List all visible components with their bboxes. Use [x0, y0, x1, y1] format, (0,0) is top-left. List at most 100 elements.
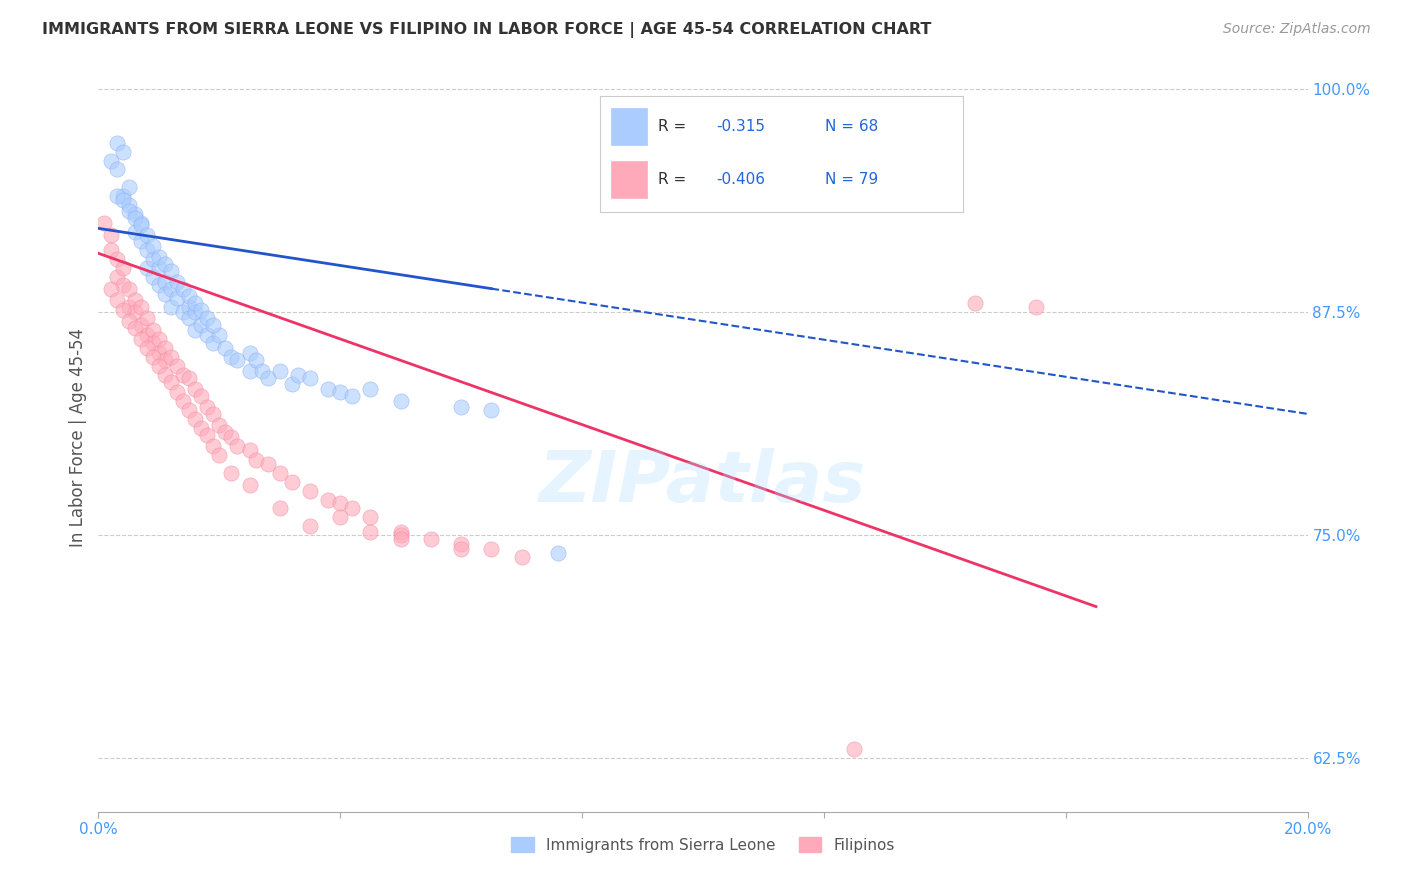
- Point: [153, 353, 176, 368]
- Point: [389, 528, 412, 542]
- Point: [179, 371, 201, 385]
- Point: [179, 289, 201, 303]
- Point: [256, 457, 278, 471]
- Point: [214, 341, 236, 355]
- Point: [184, 296, 207, 310]
- Point: [221, 350, 243, 364]
- Point: [360, 510, 382, 524]
- Point: [184, 382, 207, 396]
- Point: [129, 318, 152, 332]
- Point: [195, 428, 218, 442]
- Point: [111, 260, 134, 275]
- Point: [245, 353, 267, 368]
- Point: [202, 318, 225, 332]
- Point: [450, 537, 472, 551]
- Point: [129, 216, 152, 230]
- Point: [172, 305, 194, 319]
- Point: [100, 228, 122, 243]
- Point: [166, 275, 188, 289]
- Point: [100, 243, 122, 257]
- Point: [245, 453, 267, 467]
- Point: [124, 305, 146, 319]
- Point: [360, 524, 382, 539]
- Point: [148, 346, 170, 360]
- Point: [135, 328, 157, 343]
- Point: [129, 218, 152, 232]
- Point: [190, 303, 212, 318]
- Point: [184, 323, 207, 337]
- Point: [111, 145, 134, 159]
- Point: [239, 364, 262, 378]
- Point: [148, 260, 170, 275]
- Point: [111, 189, 134, 203]
- Point: [118, 314, 141, 328]
- Point: [420, 532, 443, 546]
- Point: [135, 228, 157, 243]
- Point: [269, 501, 291, 516]
- Point: [299, 483, 322, 498]
- Point: [256, 371, 278, 385]
- Point: [329, 385, 352, 400]
- Point: [142, 252, 165, 266]
- Point: [179, 310, 201, 325]
- Point: [1024, 300, 1046, 314]
- Point: [118, 180, 141, 194]
- Point: [195, 328, 218, 343]
- Point: [160, 282, 183, 296]
- Point: [166, 359, 188, 373]
- Point: [100, 153, 122, 168]
- Point: [389, 394, 412, 409]
- Point: [105, 269, 128, 284]
- Point: [148, 278, 170, 293]
- Point: [208, 417, 231, 432]
- Point: [179, 403, 201, 417]
- Text: IMMIGRANTS FROM SIERRA LEONE VS FILIPINO IN LABOR FORCE | AGE 45-54 CORRELATION : IMMIGRANTS FROM SIERRA LEONE VS FILIPINO…: [42, 22, 932, 38]
- Point: [135, 260, 157, 275]
- Point: [481, 542, 503, 557]
- Point: [148, 359, 170, 373]
- Point: [111, 278, 134, 293]
- Point: [844, 742, 866, 756]
- Point: [329, 496, 352, 510]
- Point: [160, 300, 183, 314]
- Point: [153, 257, 176, 271]
- Point: [195, 400, 218, 414]
- Point: [226, 439, 249, 453]
- Point: [299, 519, 322, 533]
- Point: [100, 282, 122, 296]
- Text: Source: ZipAtlas.com: Source: ZipAtlas.com: [1223, 22, 1371, 37]
- Point: [124, 293, 146, 307]
- Point: [190, 318, 212, 332]
- Point: [124, 321, 146, 335]
- Point: [172, 282, 194, 296]
- Point: [148, 250, 170, 264]
- Point: [450, 542, 472, 557]
- Text: ZIPatlas: ZIPatlas: [540, 448, 866, 516]
- Point: [166, 291, 188, 305]
- Point: [118, 300, 141, 314]
- Point: [135, 310, 157, 325]
- Point: [389, 524, 412, 539]
- Point: [118, 198, 141, 212]
- Point: [269, 466, 291, 480]
- Point: [124, 207, 146, 221]
- Point: [360, 382, 382, 396]
- Point: [160, 264, 183, 278]
- Point: [342, 389, 364, 403]
- Point: [93, 216, 115, 230]
- Point: [208, 448, 231, 462]
- Point: [329, 510, 352, 524]
- Point: [129, 234, 152, 248]
- Point: [105, 162, 128, 177]
- Point: [239, 478, 262, 492]
- Point: [129, 300, 152, 314]
- Point: [179, 300, 201, 314]
- Point: [269, 364, 291, 378]
- Point: [105, 293, 128, 307]
- Point: [208, 328, 231, 343]
- Legend: Immigrants from Sierra Leone, Filipinos: Immigrants from Sierra Leone, Filipinos: [503, 829, 903, 860]
- Point: [281, 376, 304, 391]
- Point: [172, 368, 194, 382]
- Point: [160, 350, 183, 364]
- Point: [316, 382, 339, 396]
